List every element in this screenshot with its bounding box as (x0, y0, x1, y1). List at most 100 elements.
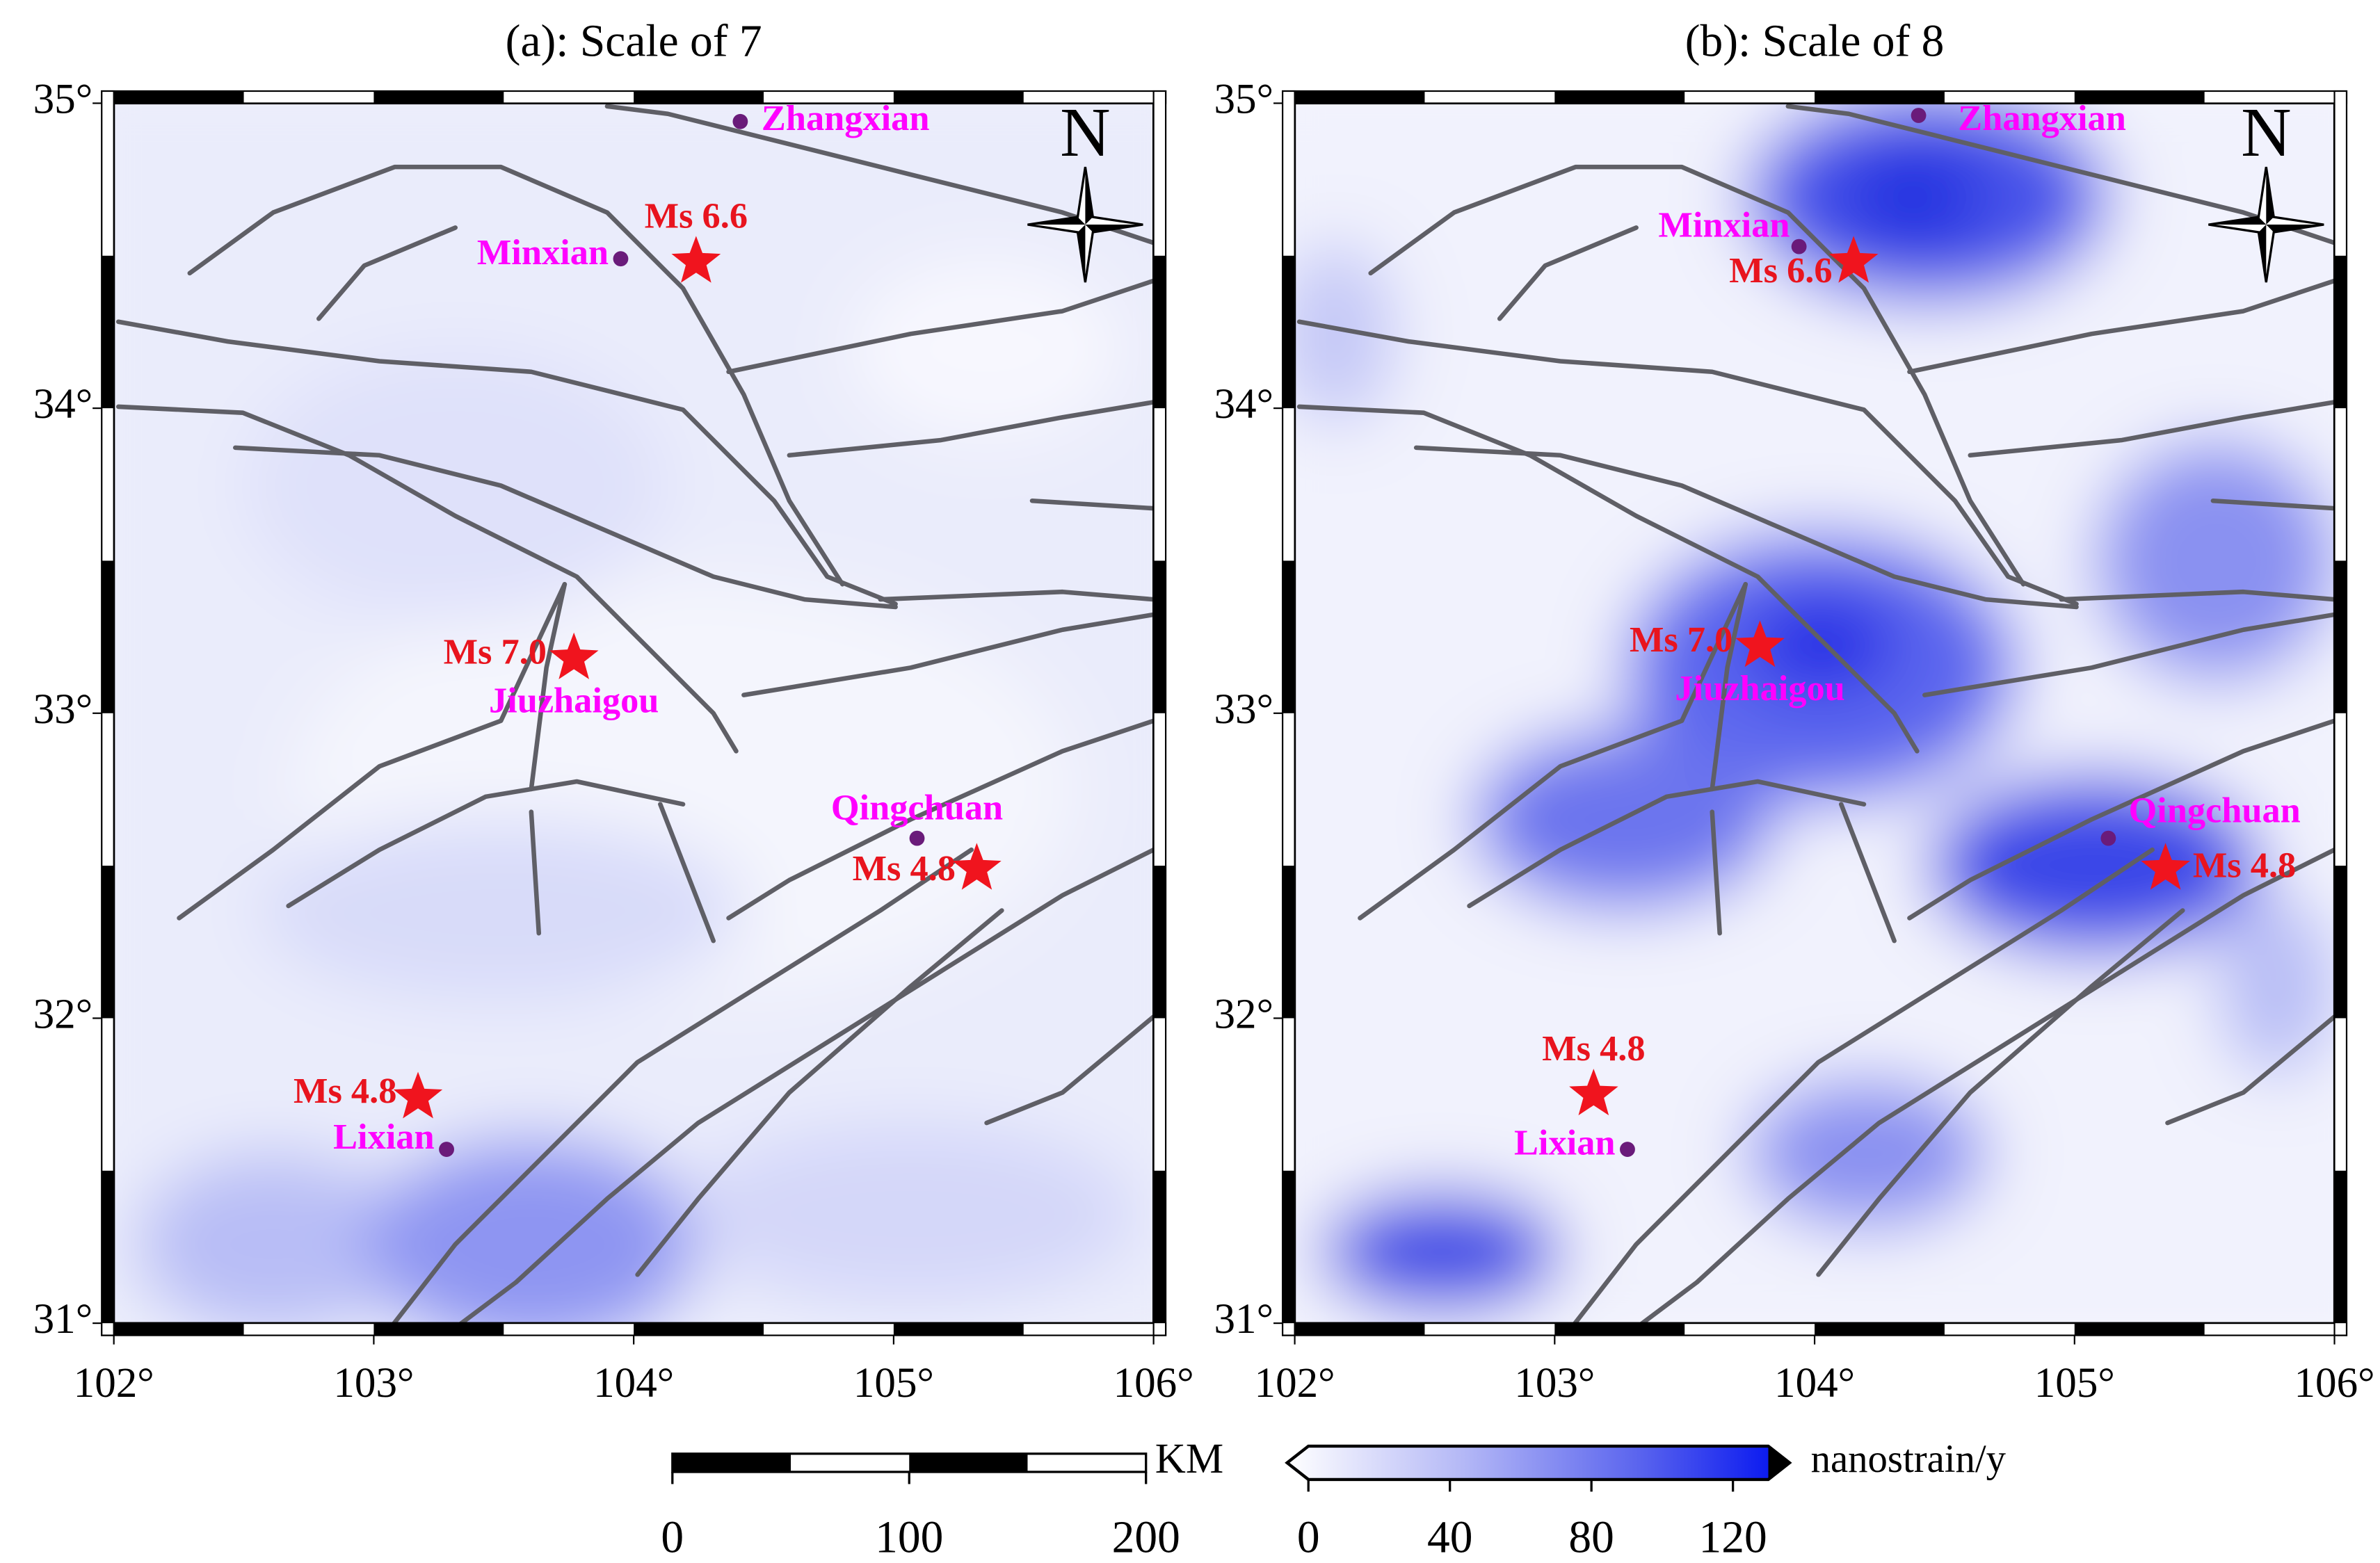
faults (115, 104, 1154, 1324)
fault (1296, 404, 1920, 754)
earthquake-marker (1569, 1069, 1618, 1116)
earthquake-marker (549, 632, 599, 679)
fault (658, 802, 716, 944)
fault (286, 779, 686, 909)
colorbar-unit: nanostrain/y (1811, 1437, 2007, 1481)
frame-segment (2334, 255, 2347, 409)
x-tick-label: 104° (1774, 1360, 1855, 1407)
fault (1368, 164, 2026, 587)
fault (1029, 498, 1154, 511)
colorbar-tick-label: 40 (1427, 1512, 1472, 1562)
earthquake-label: Ms 7.0 (1630, 619, 1732, 660)
frame-segment (1283, 255, 1295, 409)
x-tick-label: 102° (74, 1360, 154, 1407)
x-tick-label: 106° (1113, 1360, 1194, 1407)
fault (878, 589, 1154, 602)
frame-segment (113, 91, 244, 104)
scale-tick-label: 0 (661, 1512, 684, 1562)
frame-segment (2074, 1323, 2205, 1336)
frame-segment (2334, 1170, 2347, 1324)
town-marker (732, 113, 748, 129)
fault (1413, 445, 2079, 610)
x-tick-label: 105° (853, 1360, 934, 1407)
fault (1497, 225, 1639, 321)
frame-segment (373, 1323, 504, 1336)
earthquake-marker (2141, 843, 2190, 890)
fault (529, 582, 568, 792)
y-tick-label: 31° (1214, 1296, 1274, 1343)
earthquake-marker (671, 236, 721, 283)
earthquake-label: Ms 6.6 (1729, 250, 1832, 291)
panel-title: (b): Scale of 8 (1685, 17, 1945, 67)
frame-segment (1815, 91, 1945, 104)
earthquake-label: Ms 4.8 (2193, 845, 2296, 886)
frame-segment (102, 866, 114, 1019)
x-tick-label: 105° (2034, 1360, 2115, 1407)
fault (2059, 589, 2335, 602)
y-tick-label: 32° (33, 991, 93, 1037)
north-label: N (1060, 94, 1111, 171)
fault (529, 809, 542, 936)
town-label: Qingchuan (2128, 791, 2300, 831)
colorbar-tick-label: 80 (1568, 1512, 1614, 1562)
earthquake-label: Ms 4.8 (1542, 1028, 1645, 1069)
y-tick-label: 33° (1214, 686, 1274, 733)
frame-segment (2334, 560, 2347, 713)
frame-segment (2074, 91, 2205, 104)
fault (1710, 809, 1722, 936)
fault (391, 847, 974, 1324)
fault (1572, 847, 2155, 1324)
fault (1638, 847, 2335, 1324)
town-marker (909, 830, 925, 846)
town-label: Lixian (1514, 1123, 1616, 1163)
frame-segment (113, 1323, 244, 1336)
town-marker (2100, 830, 2116, 846)
colorbar-tick-label: 120 (1699, 1512, 1767, 1562)
panel-title: (a): Scale of 7 (506, 17, 762, 67)
y-tick-label: 35° (1214, 76, 1274, 122)
town-label: Jiuzhaigou (489, 680, 659, 720)
town-label: Minxian (477, 232, 609, 273)
earthquake-label: Ms 4.8 (294, 1071, 396, 1111)
fault (741, 612, 1154, 697)
north-label: N (2241, 94, 2292, 171)
frame-segment (1283, 1170, 1295, 1324)
fault (1907, 718, 2335, 921)
strain-field-a (113, 103, 1154, 1324)
scale-unit: KM (1155, 1436, 1223, 1482)
scale-bar-segment (672, 1453, 791, 1472)
fault (115, 404, 739, 754)
colorbar-tick-label: 0 (1297, 1512, 1320, 1562)
fault (1296, 319, 2079, 606)
fault (232, 445, 898, 610)
compass-fill (2208, 167, 2324, 282)
town-marker (613, 251, 629, 267)
town-label: Qingchuan (831, 787, 1003, 827)
frame-segment (1153, 866, 1166, 1019)
town-label: Lixian (333, 1117, 434, 1157)
fault (177, 582, 568, 921)
frame-segment (1153, 255, 1166, 409)
y-tick-label: 31° (33, 1296, 93, 1343)
x-tick-label: 102° (1255, 1360, 1335, 1407)
frame-segment (373, 91, 504, 104)
y-tick-label: 32° (1214, 991, 1274, 1037)
town-marker (1620, 1142, 1635, 1157)
town-label: Zhangxian (762, 98, 930, 138)
strain-field-b (1294, 103, 2335, 1324)
fault (187, 164, 845, 587)
fault (115, 319, 898, 606)
town-marker (1791, 238, 1807, 254)
fault (2210, 498, 2335, 511)
x-tick-label: 103° (333, 1360, 414, 1407)
fault (1358, 582, 1748, 921)
frame-segment (1294, 91, 1425, 104)
earthquake-marker (1828, 236, 1879, 283)
town-marker (439, 1142, 454, 1157)
y-tick-label: 34° (33, 381, 93, 428)
earthquake-label: Ms 6.6 (645, 195, 748, 236)
fault (1816, 908, 2185, 1277)
frame-segment (1554, 1323, 1685, 1336)
